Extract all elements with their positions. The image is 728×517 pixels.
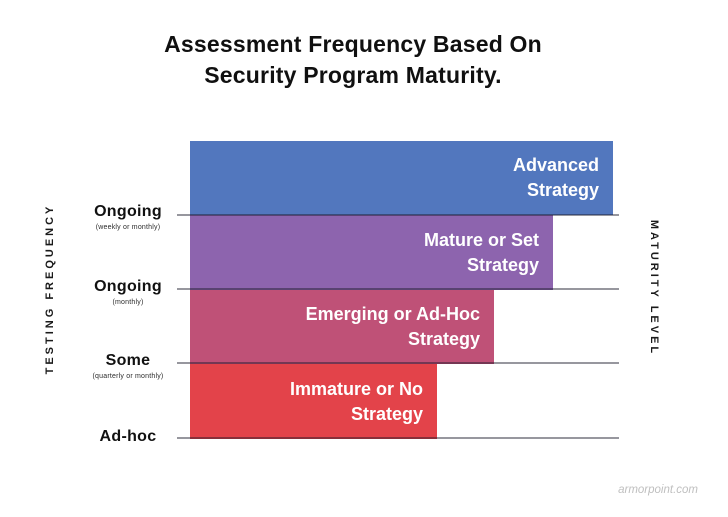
chart-title-line-1: Assessment Frequency Based On: [164, 31, 542, 57]
gridline-ongoing-monthly: [177, 288, 619, 290]
y-axis-label-4-main: Ad-hoc: [99, 428, 157, 445]
gridline-adhoc: [177, 437, 619, 439]
gridline-ongoing-weekly: [177, 214, 619, 216]
bar-1-label: Advanced Strategy: [512, 155, 599, 200]
y-axis-label-3-main: Some: [105, 352, 151, 369]
watermark-text: armorpoint.com: [618, 484, 698, 496]
y-axis-label-3: Some (quarterly or monthly): [48, 352, 208, 381]
bar-2-label: Mature or Set Strategy: [423, 229, 539, 275]
y-axis-label-1-main: Ongoing: [94, 203, 162, 220]
bar-1: Advanced Strategy: [190, 141, 613, 215]
gridline-some: [177, 362, 619, 364]
right-axis-title: MATURITY LEVEL: [648, 219, 660, 357]
y-axis-label-2-main: Ongoing: [94, 278, 162, 295]
y-axis-label-2-sub: (monthly): [112, 299, 144, 306]
y-axis-label-1-sub: (weekly or monthly): [95, 224, 161, 231]
bar-2: Mature or Set Strategy: [190, 215, 553, 290]
bar-4: Immature or No Strategy: [190, 364, 437, 439]
bar-3-label: Emerging or Ad-Hoc Strategy: [305, 304, 480, 349]
chart-title-line-2: Security Program Maturity.: [204, 62, 502, 88]
y-axis-label-2: Ongoing (monthly): [48, 278, 208, 307]
y-axis-label-1: Ongoing (weekly or monthly): [48, 203, 208, 232]
bar-4-label: Immature or No Strategy: [289, 378, 423, 424]
y-axis-label-3-sub: (quarterly or monthly): [92, 373, 164, 380]
y-axis-label-4: Ad-hoc: [48, 428, 208, 445]
bar-3: Emerging or Ad-Hoc Strategy: [190, 290, 494, 364]
chart-title: Assessment Frequency Based On Security P…: [0, 29, 706, 91]
